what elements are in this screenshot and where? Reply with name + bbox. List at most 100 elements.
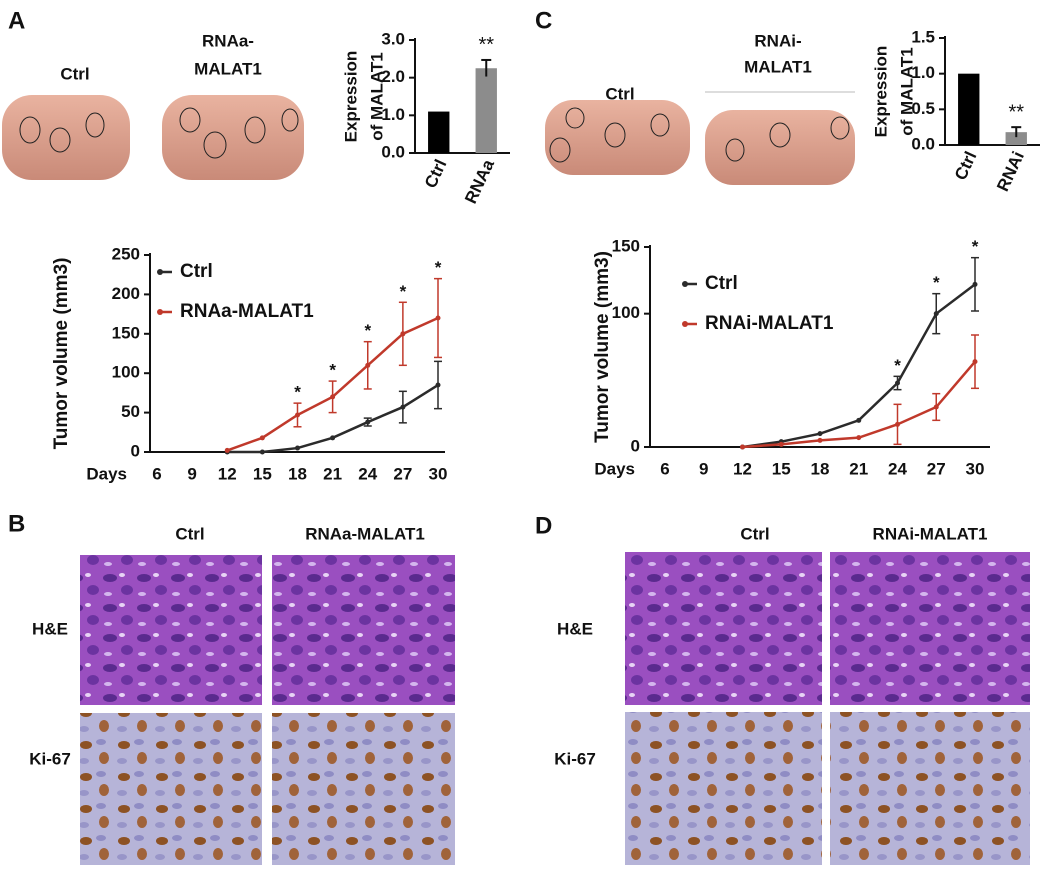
significance: * [364, 321, 371, 340]
y-tick-label: 0 [631, 436, 640, 455]
x-tick-label: Ctrl [421, 157, 451, 192]
y-tick-label: 50 [121, 402, 140, 421]
histology-photo [80, 555, 262, 705]
y-axis-label: of MALAT1 [367, 52, 386, 140]
x-tick-label: 6 [152, 464, 161, 483]
x-tick-label: Ctrl [951, 149, 981, 184]
mouse-photo [162, 95, 304, 180]
x-tick-label: 12 [218, 464, 237, 483]
histology-photo [625, 712, 822, 865]
mouse-photo [545, 100, 690, 175]
x-tick-label: 24 [888, 459, 907, 478]
stain-label: H&E [32, 619, 68, 638]
point [856, 435, 862, 441]
significance: * [294, 383, 301, 402]
significance: * [972, 237, 979, 256]
y-tick-label: 150 [112, 323, 140, 342]
group-label: RNAi-MALAT1 [873, 524, 988, 543]
x-tick-label: RNAa [461, 156, 498, 206]
x-tick-label: 18 [288, 464, 307, 483]
legend-label: Ctrl [705, 273, 738, 294]
x-axis-label: Days [86, 464, 127, 483]
x-tick-label: 9 [699, 459, 708, 478]
group-label: Ctrl [605, 84, 634, 103]
panel-label: C [535, 7, 552, 34]
group-label: Ctrl [175, 524, 204, 543]
significance: * [329, 361, 336, 380]
histology-photo [830, 712, 1030, 865]
stain-label: Ki-67 [554, 749, 596, 768]
y-tick-label: 200 [112, 284, 140, 303]
y-tick-label: 100 [612, 303, 640, 322]
y-tick-label: 2.0 [381, 67, 405, 86]
significance: ** [478, 34, 494, 56]
x-tick-label: 12 [733, 459, 752, 478]
y-tick-label: 0.5 [911, 99, 935, 118]
y-tick-label: 0.0 [381, 142, 405, 161]
x-tick-label: 30 [429, 464, 448, 483]
point [224, 447, 230, 453]
y-tick-label: 0.0 [911, 134, 935, 153]
y-tick-label: 3.0 [381, 29, 405, 48]
significance: * [400, 282, 407, 301]
x-tick-label: RNAi [993, 149, 1028, 195]
y-tick-label: 1.0 [911, 63, 935, 82]
group-label: RNAa- [202, 31, 254, 50]
legend-label: RNAi-MALAT1 [705, 313, 834, 334]
group-label: Ctrl [60, 64, 89, 83]
histology-photo [80, 713, 262, 865]
point [778, 441, 784, 447]
significance: * [933, 273, 940, 292]
y-tick-label: 1.0 [381, 105, 405, 124]
y-tick-label: 0 [131, 441, 140, 460]
bar [428, 111, 450, 153]
group-label: MALAT1 [194, 59, 262, 78]
point [295, 445, 300, 451]
point [259, 449, 265, 455]
legend-marker [682, 321, 688, 327]
significance: ** [1008, 101, 1024, 123]
significance: * [435, 258, 442, 277]
x-tick-label: 9 [187, 464, 196, 483]
y-tick-label: 100 [112, 363, 140, 382]
significance: * [894, 356, 901, 375]
stain-label: H&E [557, 619, 593, 638]
legend-marker [157, 269, 163, 275]
mouse-photo [2, 95, 130, 180]
point [330, 435, 336, 441]
x-tick-label: 18 [811, 459, 830, 478]
panel-label: B [8, 510, 25, 537]
x-tick-label: 15 [253, 464, 272, 483]
legend-label: RNAa-MALAT1 [180, 301, 314, 322]
y-axis-label: Tumor volume (mm3) [592, 251, 613, 443]
series-line [742, 360, 976, 449]
legend-label: Ctrl [180, 261, 213, 282]
x-tick-label: 24 [358, 464, 377, 483]
point [817, 431, 823, 437]
x-tick-label: 6 [660, 459, 669, 478]
y-tick-label: 250 [112, 244, 140, 263]
bar [958, 73, 980, 145]
mouse-photo [705, 91, 855, 185]
point [817, 437, 823, 443]
x-tick-label: 27 [927, 459, 946, 478]
point [856, 417, 862, 423]
histology-photo [272, 555, 455, 705]
group-label: RNAa-MALAT1 [305, 524, 425, 543]
group-label: RNAi- [754, 31, 801, 50]
bar [475, 68, 497, 153]
point [259, 435, 265, 441]
y-tick-label: 1.5 [911, 27, 935, 46]
group-label: Ctrl [740, 524, 769, 543]
legend-marker [682, 281, 688, 287]
x-tick-label: 27 [393, 464, 412, 483]
y-axis-label: Tumor volume (mm3) [51, 258, 72, 450]
x-axis-label: Days [594, 459, 635, 478]
y-axis-label: Expression [341, 51, 360, 143]
histology-photo [830, 552, 1030, 705]
point [740, 444, 745, 450]
histology-photo [625, 552, 822, 705]
y-axis-label: of MALAT1 [897, 47, 916, 135]
histology-photo [272, 713, 455, 865]
